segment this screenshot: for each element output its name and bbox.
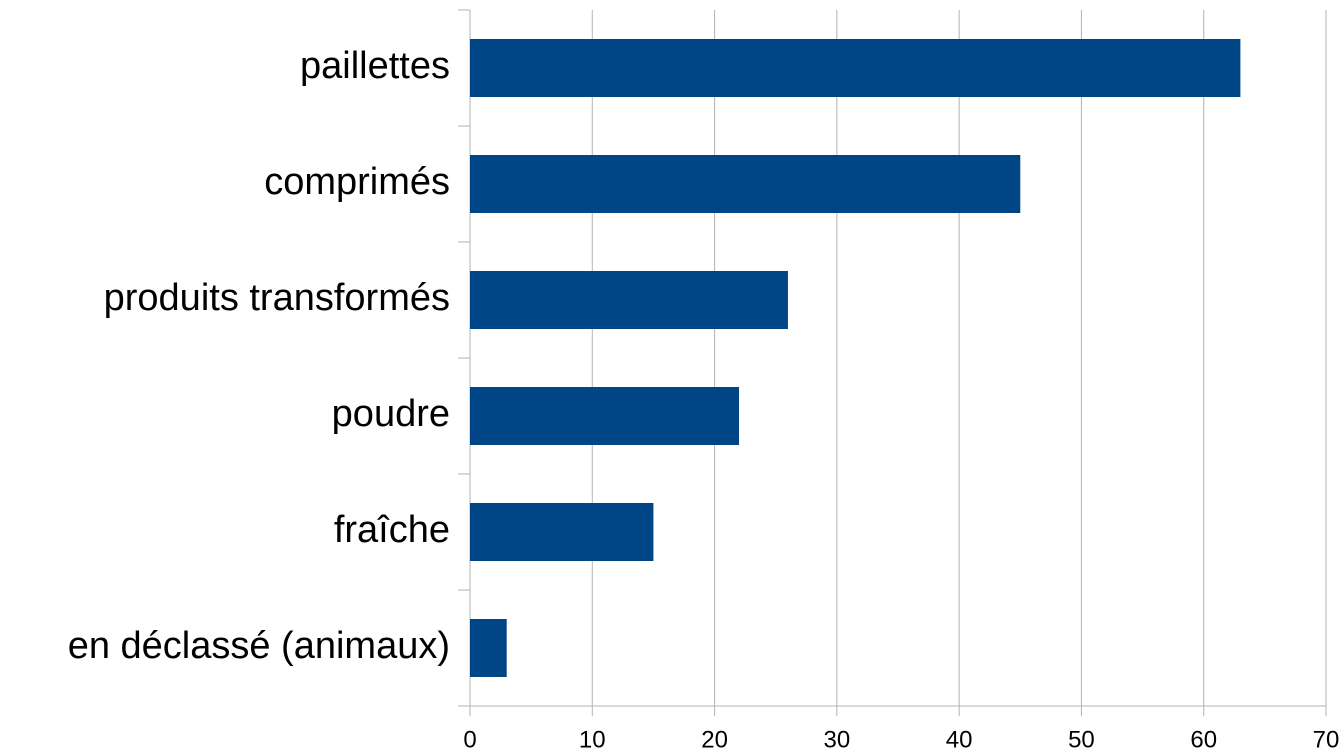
y-tick-label: en déclassé (animaux) (68, 625, 450, 667)
x-tick-label: 50 (1068, 726, 1095, 753)
x-tick-label: 30 (824, 726, 851, 753)
y-tick-label: produits transformés (104, 277, 450, 319)
x-tick-label: 40 (946, 726, 973, 753)
bar (470, 39, 1241, 97)
bar (470, 387, 740, 445)
bar (470, 503, 654, 561)
bar (470, 619, 507, 677)
x-tick-label: 60 (1190, 726, 1217, 753)
bar (470, 155, 1021, 213)
x-tick-label: 70 (1313, 726, 1340, 753)
y-tick-label: poudre (332, 393, 450, 435)
bar (470, 271, 788, 329)
y-tick-label: comprimés (264, 161, 450, 203)
x-tick-label: 10 (579, 726, 606, 753)
y-tick-label: paillettes (300, 45, 450, 87)
y-tick-label: fraîche (334, 509, 450, 551)
x-tick-label: 0 (463, 726, 476, 753)
x-tick-label: 20 (701, 726, 728, 753)
